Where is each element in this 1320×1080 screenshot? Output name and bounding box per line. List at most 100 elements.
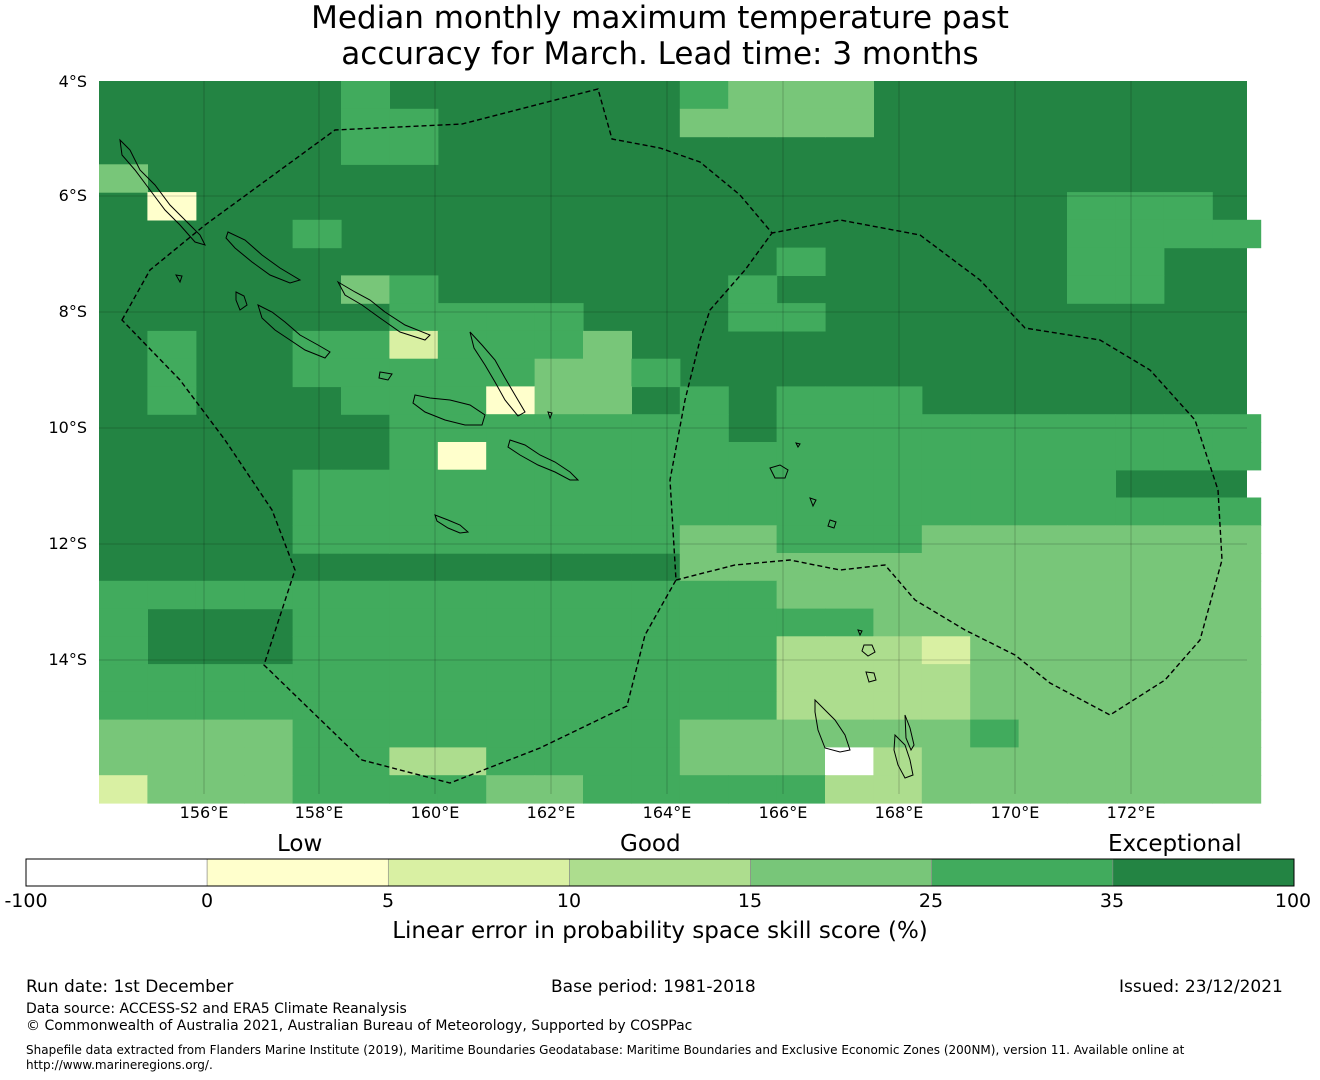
grid-cell — [1212, 414, 1262, 443]
grid-cell — [825, 719, 874, 748]
eez-boundaries — [121, 88, 1223, 784]
grid-cell — [534, 330, 584, 360]
grid-cell — [1212, 608, 1262, 637]
grid-cell — [776, 580, 826, 610]
grid-cell — [776, 525, 826, 554]
grid-cell — [583, 358, 632, 388]
grid-cell — [437, 386, 487, 415]
grid-cell — [341, 330, 390, 360]
grid-cell — [1067, 580, 1116, 610]
grid-cell — [1212, 525, 1262, 554]
santa-isabel-island — [336, 280, 431, 341]
grid-cell — [1115, 497, 1165, 526]
vanuatu-eez — [675, 219, 1223, 716]
grid-cell — [679, 664, 729, 693]
grid-cell — [631, 608, 681, 637]
grid-cell — [534, 636, 584, 665]
grid-cell — [437, 664, 487, 693]
grid-cell — [1018, 608, 1068, 637]
santa-cruz-island — [769, 464, 789, 479]
grid-cell — [1115, 580, 1165, 610]
grid-cell — [389, 775, 439, 804]
grid-cell — [728, 691, 778, 721]
lon-label-168e: 168°E — [874, 803, 924, 822]
grid-cell — [921, 664, 971, 693]
colorbar-segment — [206, 858, 389, 887]
grid-cell — [486, 608, 536, 637]
grid-cell — [728, 81, 778, 110]
lon-label-166e: 166°E — [758, 803, 808, 822]
grid-cell — [679, 525, 729, 554]
grid-cell — [728, 580, 778, 610]
grid-cell — [1067, 442, 1116, 471]
grid-cell — [341, 719, 390, 748]
grid-cell — [486, 525, 536, 554]
grid-cell — [341, 358, 390, 388]
grid-cell — [921, 636, 971, 665]
grid-cell — [389, 414, 439, 443]
lat-label-4s: 4°S — [58, 72, 87, 91]
grid-cell — [970, 580, 1020, 610]
grid-cell — [728, 525, 778, 554]
grid-cell — [679, 691, 729, 721]
coastlines — [119, 138, 915, 779]
grid-cell — [583, 691, 632, 721]
grid-cell — [728, 303, 778, 332]
grid-cell — [486, 691, 536, 721]
map-title: Median monthly maximum temperature past … — [0, 0, 1320, 72]
grid-cell — [341, 108, 390, 138]
tick-label-minus-100: -100 — [4, 890, 48, 912]
grid-cell — [1067, 747, 1116, 776]
grid-cell — [776, 553, 826, 582]
map-panel — [99, 81, 1262, 804]
grid-cell — [486, 303, 536, 332]
tick-label-0: 0 — [200, 890, 214, 912]
grid-cell — [341, 525, 390, 554]
grid-cell — [728, 775, 778, 804]
grid-cell — [921, 580, 971, 610]
grid-cell — [825, 664, 874, 693]
grid-cell — [147, 719, 197, 748]
grid-cell — [776, 414, 826, 443]
grid-cell — [99, 636, 148, 665]
grid-cell — [486, 386, 536, 415]
grid-cell — [776, 247, 826, 276]
category-exceptional: Exceptional — [1108, 831, 1242, 857]
pentecost-island — [904, 714, 915, 752]
tick-label-35: 35 — [1099, 890, 1125, 912]
grid-cell — [1067, 719, 1116, 748]
grid-cell — [486, 664, 536, 693]
grid-cell — [583, 525, 632, 554]
grid-cell — [825, 81, 874, 110]
lat-label-8s: 8°S — [58, 302, 87, 321]
grid-cell — [873, 719, 923, 748]
grid-cell — [1067, 247, 1116, 276]
title-line-1: Median monthly maximum temperature past — [311, 0, 1009, 36]
grid-cell — [679, 469, 729, 499]
grid-cell — [1067, 775, 1116, 804]
grid-cell — [1212, 636, 1262, 665]
grid-cell — [437, 497, 487, 526]
grid-cell — [1163, 525, 1213, 554]
colorbar-segment — [25, 858, 208, 887]
grid-cell — [99, 608, 148, 637]
guadalcanal-island — [412, 394, 486, 426]
grid-cell — [1115, 525, 1165, 554]
grid-cell — [825, 414, 874, 443]
grid-cell — [195, 775, 245, 804]
grid-cell — [341, 81, 390, 110]
grid-cell — [486, 580, 536, 610]
shapefile-credit-line-2: http://www.marineregions.org/. — [26, 1058, 213, 1072]
tick-label-5: 5 — [381, 890, 395, 912]
grid-cell — [1212, 497, 1262, 526]
malaita-island — [469, 331, 526, 417]
grid-cell — [1067, 608, 1116, 637]
grid-cell — [583, 442, 632, 471]
grid-cell — [341, 664, 390, 693]
grid-cell — [486, 719, 536, 748]
grid-cell — [776, 719, 826, 748]
base-period: Base period: 1981-2018 — [551, 977, 756, 997]
grid-cell — [921, 747, 971, 776]
grid-cell — [679, 108, 729, 138]
grid-cell — [341, 497, 390, 526]
